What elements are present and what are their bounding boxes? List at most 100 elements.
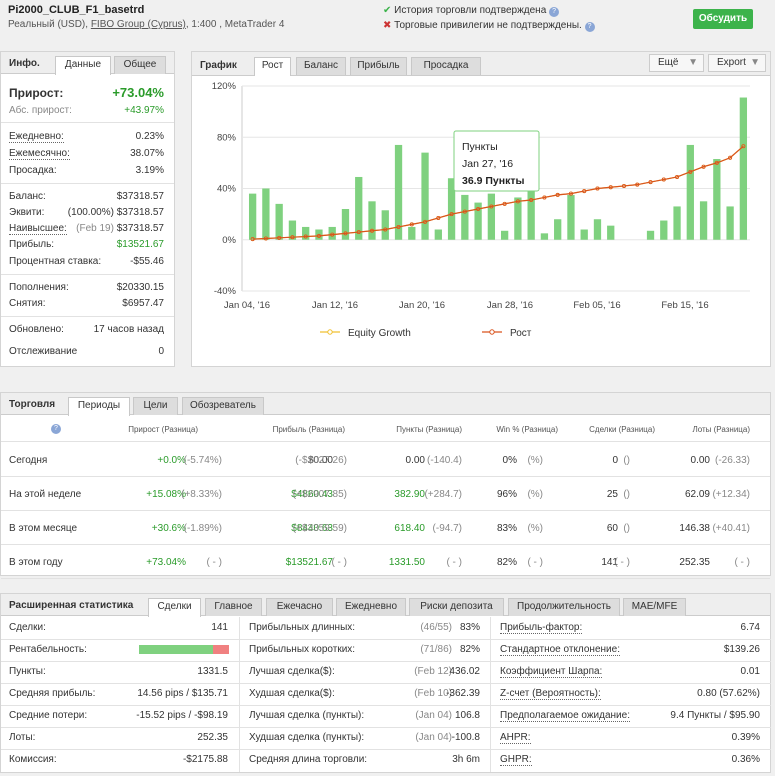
stat-value: 106.8 <box>454 710 480 721</box>
tab-duration[interactable]: Продолжительность <box>508 598 620 616</box>
stat-value: 83% <box>459 622 480 633</box>
table-row: В этом году +73.04%( - ) $13521.67( - ) 133… <box>1 545 770 579</box>
growth-line-point <box>409 222 414 227</box>
growth-line-point <box>688 169 693 174</box>
tab-goals[interactable]: Цели <box>133 397 178 415</box>
daily-value: 0.23% <box>135 131 164 142</box>
stat-label: AHPR: <box>500 732 531 744</box>
trades-diff: () <box>623 455 630 466</box>
stat-value: 1331.5 <box>197 666 228 677</box>
deposits-label: Пополнения: <box>9 282 69 293</box>
stat-label: Коэффициент Шарпа: <box>500 666 603 678</box>
trades-value: 141 <box>601 557 618 568</box>
profit-diff: (-$2027.26) <box>295 455 347 466</box>
bar <box>434 229 442 240</box>
profit-value: $8440.63 <box>291 523 333 534</box>
tab-data[interactable]: Данные <box>55 56 111 75</box>
advanced-panel: Расширенная статистика Сделки Главное Еж… <box>0 593 771 773</box>
bar <box>275 203 283 240</box>
account-title: Pi2000_CLUB_F1_basetrd <box>8 4 145 16</box>
bar <box>262 188 270 240</box>
growth-line-point <box>436 215 441 220</box>
growth-line-point <box>263 236 268 241</box>
stat-extra: (Jan 04) <box>415 710 452 721</box>
tooltip-date: Jan 27, '16 <box>462 158 513 170</box>
tab-risk[interactable]: Риски депозита <box>409 598 504 616</box>
help-icon[interactable]: ? <box>584 22 595 32</box>
help-icon[interactable]: ? <box>51 424 61 434</box>
tab-growth[interactable]: Рост <box>254 57 291 76</box>
col-profit: Прибыль (Разница) <box>272 425 345 434</box>
divider <box>1 274 174 275</box>
tab-mae-mfe[interactable]: MAE/MFE <box>623 598 686 616</box>
bar <box>302 226 310 240</box>
growth-line-point <box>449 212 454 217</box>
stat-label: Стандартное отклонение: <box>500 644 620 656</box>
growth-line-point <box>343 231 348 236</box>
tracking-value[interactable]: 0 <box>158 346 164 357</box>
divider <box>491 639 771 640</box>
x-tick-label: Jan 28, '16 <box>487 300 533 311</box>
tab-hourly[interactable]: Ежечасно <box>266 598 333 616</box>
export-dropdown[interactable]: Export ▼ <box>708 54 766 72</box>
tab-browser[interactable]: Обозреватель <box>182 397 264 415</box>
bar <box>580 229 588 240</box>
tab-daily[interactable]: Ежедневно <box>336 598 406 616</box>
row-label: Сегодня <box>9 455 48 466</box>
stat-label: Прибыльных коротких: <box>249 644 356 655</box>
stat-extra: (46/55) <box>420 622 452 633</box>
chart-tooltip: Пункты Jan 27, '16 36.9 Пункты <box>453 130 540 192</box>
tab-drawdown[interactable]: Просадка <box>411 57 481 75</box>
more-dropdown[interactable]: Ещё ▼ <box>649 54 704 72</box>
trading-panel: Торговля Периоды Цели Обозреватель ? При… <box>0 392 771 579</box>
growth-line-point <box>661 177 666 182</box>
cross-icon: ✖ <box>383 20 392 31</box>
divider <box>240 749 490 750</box>
growth-line-point <box>568 191 573 196</box>
trading-table-header: ? Прирост (Разница) Прибыль (Разница) Пу… <box>1 416 770 442</box>
gain-value: +15.08% <box>146 489 186 500</box>
account-details: , 1:400 , MetaTrader 4 <box>185 19 285 30</box>
tab-main[interactable]: Главное <box>205 598 262 616</box>
stat-value: -362.39 <box>446 688 480 699</box>
growth-line-point <box>675 174 680 179</box>
stat-value: 436.02 <box>449 666 480 677</box>
growth-chart[interactable]: 120% 80% 40% 0% -40% Jan 04, '16 Jan 12, '16 Ja… <box>192 76 770 366</box>
stat-label: Комиссия: <box>9 754 57 765</box>
tab-general[interactable]: Общее <box>114 56 166 74</box>
gain-value: +30.6% <box>151 523 186 534</box>
table-row: Сегодня +0.0% (-5.74%) $0.00 (-$2027.26) 0.00… <box>1 443 770 477</box>
tab-balance[interactable]: Баланс <box>296 57 346 75</box>
pips-diff: (+284.7) <box>424 489 462 500</box>
tab-profit[interactable]: Прибыль <box>350 57 407 75</box>
bar <box>554 219 562 240</box>
bar <box>461 194 469 240</box>
win-value: 96% <box>496 489 517 500</box>
broker-link[interactable]: FIBO Group (Cyprus) <box>90 19 186 30</box>
growth-line-point <box>635 182 640 187</box>
monthly-label: Ежемесячно: <box>9 148 70 160</box>
bar <box>421 152 429 240</box>
divider <box>1 183 174 184</box>
gain-diff: (-1.89%) <box>183 523 222 534</box>
stat-label: Предполагаемое ожидание: <box>500 710 630 722</box>
stat-label: Средние потери: <box>9 710 88 721</box>
discuss-button[interactable]: Обсудить <box>693 9 753 29</box>
growth-line-point <box>542 195 547 200</box>
drawdown-value: 3.19% <box>135 165 164 176</box>
pips-diff: (-140.4) <box>426 455 462 466</box>
info-panel: Инфо. Данные Общее Прирост: +73.04% Абс.… <box>0 51 175 367</box>
monthly-value: 38.07% <box>130 148 164 159</box>
y-tick-label: 120% <box>212 81 237 92</box>
growth-line-point <box>502 201 507 206</box>
table-row: В этом месяце +30.6% (-1.89%) $8440.63 (+$33… <box>1 511 770 545</box>
interest-value: -$55.46 <box>130 256 164 267</box>
help-icon[interactable]: ? <box>549 7 560 17</box>
tab-periods[interactable]: Периоды <box>68 397 130 416</box>
divider <box>1 639 239 640</box>
lots-diff: ( - ) <box>734 557 750 568</box>
bar <box>500 230 509 240</box>
highest-label: Наивысшее: <box>9 223 67 235</box>
tab-trades[interactable]: Сделки <box>148 598 201 617</box>
stat-value: 9.4 Пункты / $95.90 <box>670 710 760 721</box>
